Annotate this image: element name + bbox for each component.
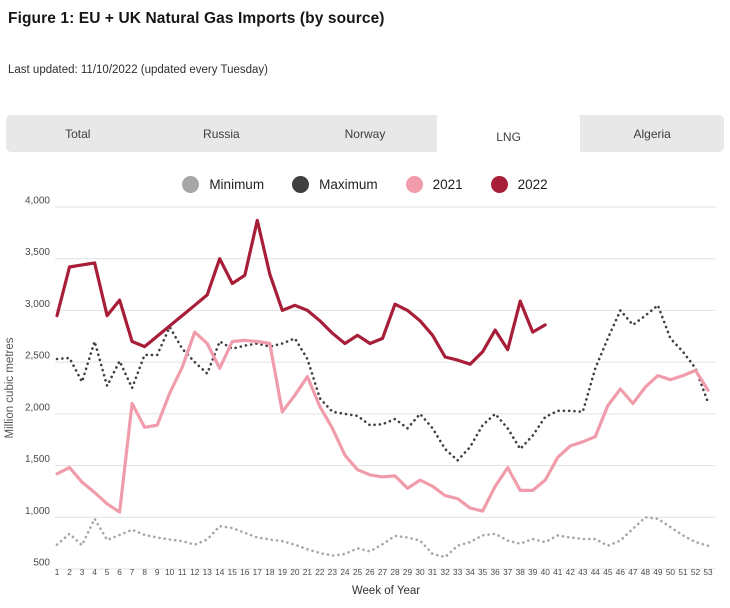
maximum-dot-icon: [292, 175, 310, 193]
x-tick-label: 19: [278, 567, 288, 577]
year-2021-dot-icon: [405, 175, 423, 193]
x-tick-label: 39: [528, 567, 538, 577]
x-tick-label: 43: [578, 567, 588, 577]
x-tick-label: 40: [541, 567, 551, 577]
x-tick-label: 36: [491, 567, 501, 577]
y-axis-title: Million cubic metres: [4, 337, 16, 438]
x-tick-label: 11: [178, 567, 187, 577]
legend-item-2022: 2022: [490, 175, 548, 193]
source-tab-bar: Total Russia Norway LNG Algeria: [6, 113, 724, 160]
x-tick-label: 35: [478, 567, 488, 577]
x-tick-label: 28: [390, 567, 400, 577]
x-tick-label: 52: [691, 567, 701, 577]
legend-item-minimum: Minimum: [182, 175, 265, 193]
y-tick-label: 3,000: [25, 299, 50, 310]
x-tick-label: 50: [666, 567, 676, 577]
x-tick-label: 5: [105, 567, 110, 577]
tab-total[interactable]: Total: [65, 126, 91, 141]
x-tick-label: 6: [117, 567, 122, 577]
x-tick-label: 12: [190, 567, 200, 577]
legend-label-2022: 2022: [517, 176, 548, 192]
x-tick-label: 48: [641, 567, 651, 577]
x-tick-label: 9: [155, 567, 160, 577]
x-tick-label: 32: [440, 567, 450, 577]
x-tick-label: 3: [80, 567, 85, 577]
x-tick-label: 7: [130, 567, 135, 577]
x-tick-label: 8: [142, 567, 147, 577]
y-tick-label: 500: [33, 558, 50, 569]
x-tick-label: 17: [253, 567, 263, 577]
year-2022-dot-icon: [490, 175, 508, 193]
x-tick-label: 31: [428, 567, 438, 577]
series-line-2022: [55, 218, 547, 366]
y-tick-label: 1,500: [25, 454, 50, 465]
x-tick-label: 21: [303, 567, 313, 577]
x-tick-label: 30: [415, 567, 425, 577]
x-tick-label: 22: [315, 567, 325, 577]
y-tick-label: 3,500: [25, 247, 50, 258]
y-tick-label: 4,000: [25, 196, 50, 207]
series-line-minimum: [55, 515, 710, 559]
legend-label-maximum: Maximum: [319, 176, 378, 192]
x-tick-label: 24: [340, 567, 350, 577]
x-tick-label: 44: [591, 567, 601, 577]
tab-lng[interactable]: LNG: [436, 113, 581, 160]
legend-label-2021: 2021: [432, 176, 463, 192]
x-tick-label: 26: [365, 567, 375, 577]
tab-russia[interactable]: Russia: [203, 126, 240, 141]
x-tick-label: 20: [290, 567, 300, 577]
x-tick-label: 4: [92, 567, 97, 577]
x-tick-label: 37: [503, 567, 513, 577]
x-tick-label: 27: [378, 567, 388, 577]
x-tick-label: 13: [203, 567, 213, 577]
x-tick-label: 16: [240, 567, 250, 577]
series-line-2021: [55, 330, 710, 514]
tab-algeria[interactable]: Algeria: [633, 126, 671, 141]
x-tick-label: 15: [228, 567, 238, 577]
series-line-maximum: [55, 304, 710, 462]
x-tick-label: 18: [265, 567, 275, 577]
legend-item-maximum: Maximum: [292, 175, 378, 193]
x-tick-label: 10: [165, 567, 175, 577]
x-tick-label: 14: [215, 567, 225, 577]
x-tick-label: 53: [703, 567, 713, 577]
chart-legend: Minimum Maximum 2021 2022: [0, 172, 730, 196]
minimum-dot-icon: [182, 175, 200, 193]
y-tick-label: 2,000: [25, 402, 50, 413]
x-tick-label: 46: [616, 567, 626, 577]
x-tick-label: 23: [328, 567, 338, 577]
x-tick-label: 45: [603, 567, 613, 577]
x-tick-label: 34: [466, 567, 476, 577]
x-tick-label: 33: [453, 567, 463, 577]
x-tick-label: 1: [55, 567, 60, 577]
x-tick-label: 29: [403, 567, 413, 577]
x-tick-label: 38: [516, 567, 526, 577]
x-tick-label: 49: [653, 567, 663, 577]
y-tick-label: 2,500: [25, 351, 50, 362]
page-title: Figure 1: EU + UK Natural Gas Imports (b…: [8, 10, 385, 27]
x-axis-title: Week of Year: [352, 585, 420, 597]
last-updated-text: Last updated: 11/10/2022 (updated every …: [8, 64, 269, 76]
legend-item-2021: 2021: [405, 175, 463, 193]
x-tick-label: 42: [566, 567, 576, 577]
tab-norway[interactable]: Norway: [344, 126, 386, 141]
x-tick-label: 25: [353, 567, 363, 577]
x-tick-label: 51: [678, 567, 688, 577]
x-tick-label: 41: [553, 567, 563, 577]
y-tick-label: 1,000: [25, 506, 50, 517]
legend-label-minimum: Minimum: [209, 176, 265, 192]
x-tick-label: 2: [67, 567, 72, 577]
x-axis-labels: 1 2 3 4 5 6 7 8 9 10 11 12 13 14 15 16 17 18 19 20 21 22 23 24 2…: [55, 567, 713, 577]
gridlines: 500 1,000 1,500 2,000 2,500 3,000 3,500 4,000: [25, 196, 716, 570]
x-tick-label: 47: [628, 567, 638, 577]
